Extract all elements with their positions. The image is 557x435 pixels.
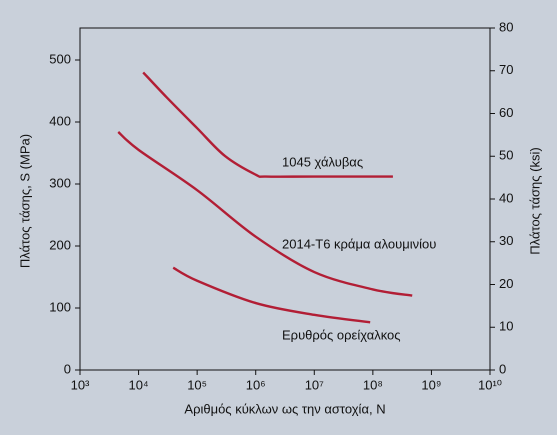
x-tick-label: 10⁸ [363,377,383,392]
x-tick-label: 10⁶ [246,377,266,392]
x-axis-label: Αριθμός κύκλων ως την αστοχία, N [184,401,385,416]
curve [117,131,413,297]
x-tick-label: 10⁴ [129,377,149,392]
curve-label: 1045 χάλυβας [282,154,363,169]
y2-tick-label: 10 [499,319,513,334]
x-tick-label: 10⁹ [421,377,441,392]
y2-tick-label: 30 [499,233,513,248]
x-tick-label: 10³ [71,377,90,392]
y2-tick-label: 60 [499,105,513,120]
x-tick-label: 10¹⁰ [478,377,502,392]
x-tick-label: 10⁵ [187,377,207,392]
y-tick-label: 0 [64,361,71,376]
y-tick-label: 400 [49,113,71,128]
y-tick-label: 300 [49,175,71,190]
curve-label: 2014-T6 κράμα αλουμινίου [282,236,436,251]
curve-label: Ερυθρός ορείχαλκος [282,327,401,342]
curve [172,266,371,324]
y2-tick-label: 20 [499,276,513,291]
y2-tick-label: 50 [499,148,513,163]
y2-tick-label: 40 [499,190,513,205]
y2-tick-label: 0 [499,361,506,376]
y-tick-label: 200 [49,237,71,252]
y-axis-label: Πλάτος τάσης, S (MPa) [17,134,32,268]
y-tick-label: 500 [49,51,71,66]
y2-tick-label: 70 [499,62,513,77]
y2-tick-label: 80 [499,19,513,34]
y2-axis-label: Πλάτος τάσης (ksi) [527,147,542,254]
curve [142,71,393,178]
y-tick-label: 100 [49,299,71,314]
x-tick-label: 10⁷ [305,377,324,392]
